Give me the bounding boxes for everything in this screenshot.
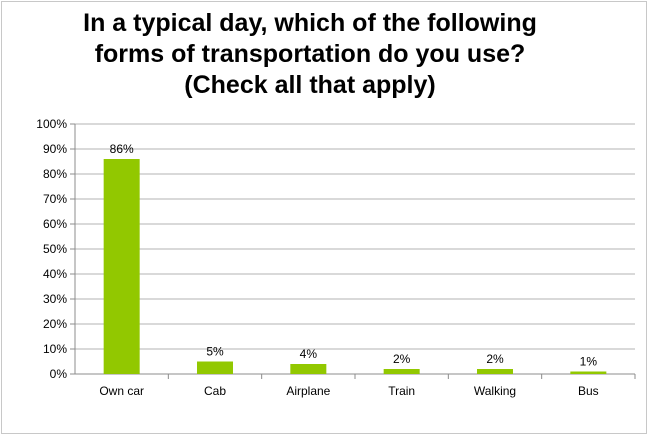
data-label: 1% [580, 355, 598, 369]
x-tick-label: Own car [99, 384, 144, 398]
y-tick-label: 80% [43, 167, 67, 181]
y-tick-label: 10% [43, 342, 67, 356]
title-line-2: forms of transportation do you use? [94, 40, 526, 68]
y-tick-label: 0% [50, 367, 68, 381]
data-label: 2% [393, 352, 411, 366]
y-tick-label: 30% [43, 292, 67, 306]
data-label: 86% [110, 142, 134, 156]
title-line-1: In a typical day, which of the following [83, 9, 537, 37]
y-tick-label: 100% [36, 117, 67, 131]
x-tick-label: Cab [204, 384, 226, 398]
y-tick-label: 70% [43, 192, 67, 206]
y-tick-label: 40% [43, 267, 67, 281]
bar [477, 369, 513, 374]
x-tick-label: Bus [578, 384, 599, 398]
y-tick-label: 20% [43, 317, 67, 331]
data-label: 4% [300, 347, 318, 361]
y-tick-label: 50% [43, 242, 67, 256]
data-label: 5% [206, 345, 224, 359]
x-tick-label: Train [388, 384, 415, 398]
bar [290, 364, 327, 374]
bar [383, 369, 420, 374]
y-tick-label: 90% [43, 142, 67, 156]
data-label: 2% [486, 352, 504, 366]
bar [103, 159, 140, 374]
x-tick-label: Walking [474, 384, 516, 398]
x-tick-label: Airplane [286, 384, 330, 398]
title-line-3: (Check all that apply) [184, 71, 436, 99]
chart-title: In a typical day, which of the following… [0, 8, 620, 101]
bar [197, 361, 233, 374]
y-tick-label: 60% [43, 217, 67, 231]
bar [570, 371, 607, 374]
